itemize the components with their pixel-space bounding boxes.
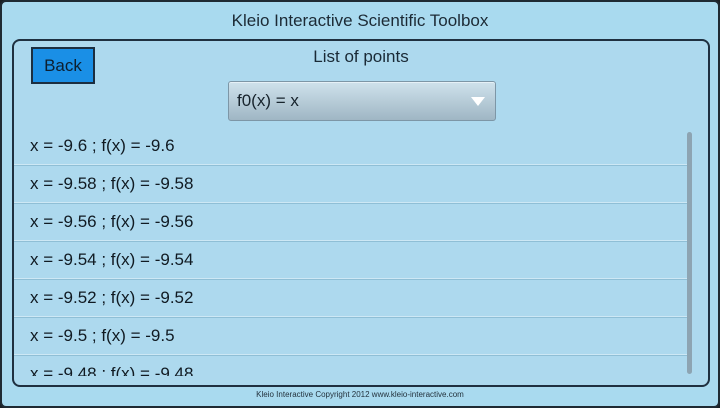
chevron-down-icon[interactable]	[471, 97, 485, 106]
list-item[interactable]: x = -9.56 ; f(x) = -9.56	[14, 204, 692, 241]
list-scrollbar[interactable]	[687, 132, 692, 374]
list-item[interactable]: x = -9.54 ; f(x) = -9.54	[14, 242, 692, 279]
function-select-value: f0(x) = x	[237, 91, 299, 110]
page-title: List of points	[313, 47, 409, 66]
points-list[interactable]: x = -9.6 ; f(x) = -9.6 x = -9.58 ; f(x) …	[14, 128, 692, 376]
function-select[interactable]: f0(x) = x	[228, 81, 496, 121]
list-item[interactable]: x = -9.48 ; f(x) = -9.48	[14, 356, 692, 376]
app-title: Kleio Interactive Scientific Toolbox	[231, 11, 489, 30]
list-item[interactable]: x = -9.5 ; f(x) = -9.5	[14, 318, 692, 355]
list-item[interactable]: x = -9.52 ; f(x) = -9.52	[14, 280, 692, 317]
list-item[interactable]: x = -9.58 ; f(x) = -9.58	[14, 166, 692, 203]
back-button[interactable]: Back	[31, 47, 95, 84]
footer-copyright: Kleio Interactive Copyright 2012 www.kle…	[256, 390, 464, 399]
points-panel: Back List of points f0(x) = x x = -9.6 ;…	[12, 39, 710, 387]
list-item[interactable]: x = -9.6 ; f(x) = -9.6	[14, 128, 692, 165]
